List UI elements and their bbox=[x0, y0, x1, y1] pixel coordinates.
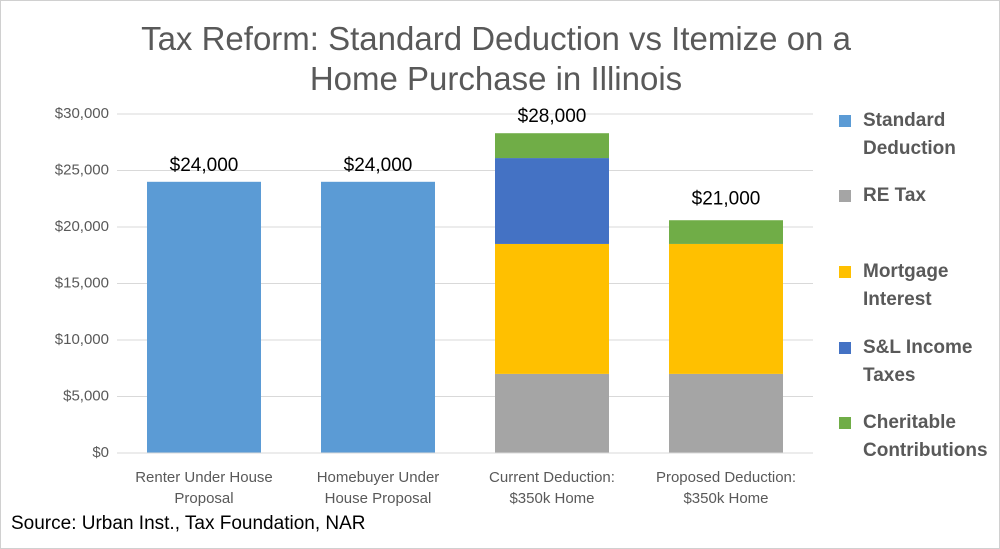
legend-label: S&L Income Taxes bbox=[863, 337, 973, 386]
legend-item: Mortgage Interest bbox=[839, 258, 993, 314]
legend-item: S&L Income Taxes bbox=[839, 334, 993, 390]
total-label: $24,000 bbox=[170, 155, 239, 176]
legend-label: Mortgage Interest bbox=[863, 261, 949, 310]
total-label: $28,000 bbox=[518, 106, 587, 127]
y-tick-label: $30,000 bbox=[55, 105, 109, 122]
bar-segment bbox=[495, 133, 609, 159]
bar-segment bbox=[495, 243, 609, 374]
legend-swatch bbox=[839, 417, 851, 429]
y-tick-label: $0 bbox=[92, 444, 109, 461]
bar-segment bbox=[147, 181, 261, 454]
x-tick-label: Renter Under House Proposal bbox=[135, 469, 273, 507]
y-tick-label: $25,000 bbox=[55, 161, 109, 178]
legend-swatch bbox=[839, 190, 851, 202]
y-tick-label: $20,000 bbox=[55, 218, 109, 235]
total-label: $24,000 bbox=[344, 155, 413, 176]
bar-segment bbox=[669, 243, 783, 374]
bar-segment bbox=[321, 181, 435, 454]
x-tick-label: Current Deduction: $350k Home bbox=[489, 469, 615, 507]
y-tick-label: $15,000 bbox=[55, 274, 109, 291]
y-tick-label: $5,000 bbox=[63, 387, 109, 404]
legend-label: Cheritable Contributions bbox=[863, 412, 988, 461]
legend-swatch bbox=[839, 266, 851, 278]
chart-title: Tax Reform: Standard Deduction vs Itemiz… bbox=[141, 20, 851, 97]
legend-swatch bbox=[839, 115, 851, 127]
legend-swatch bbox=[839, 342, 851, 354]
source-note: Source: Urban Inst., Tax Foundation, NAR bbox=[11, 513, 366, 534]
bar-segment bbox=[669, 373, 783, 453]
y-tick-label: $10,000 bbox=[55, 331, 109, 348]
legend-label: RE Tax bbox=[863, 185, 927, 206]
legend-label: Standard Deduction bbox=[863, 110, 956, 159]
bar-segment bbox=[495, 158, 609, 244]
bar-segment bbox=[495, 373, 609, 453]
legend-item: RE Tax bbox=[839, 182, 993, 210]
bar-segment bbox=[669, 220, 783, 244]
total-label: $21,000 bbox=[692, 189, 761, 210]
legend-item: Cheritable Contributions bbox=[839, 409, 993, 465]
x-tick-label: Homebuyer Under House Proposal bbox=[316, 469, 440, 507]
legend-item: Standard Deduction bbox=[839, 107, 993, 163]
x-tick-label: Proposed Deduction: $350k Home bbox=[655, 469, 797, 507]
